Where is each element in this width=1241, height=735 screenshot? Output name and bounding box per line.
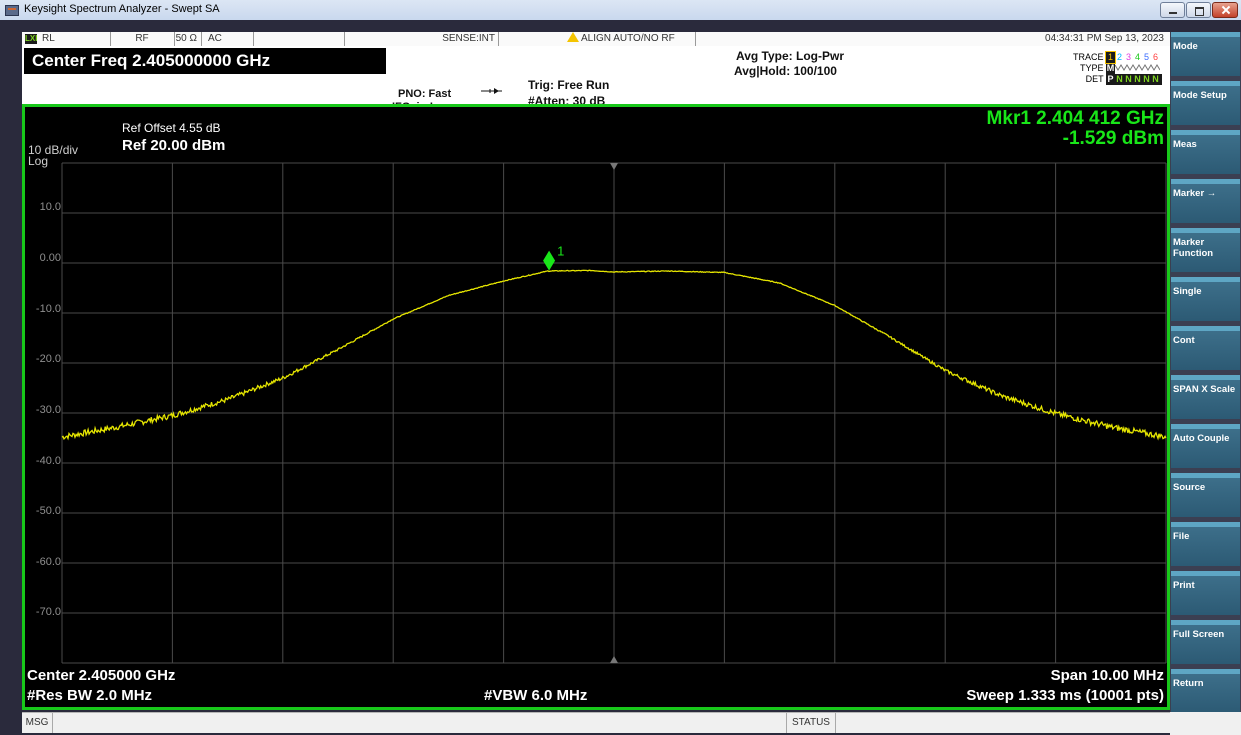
softkey-full-screen[interactable]: Full Screen xyxy=(1171,620,1240,664)
app-icon xyxy=(5,5,19,16)
trig-label: Trig: Free Run xyxy=(528,78,610,92)
sweep-label: Sweep 1.333 ms (10001 pts) xyxy=(966,687,1164,704)
trace-number-1: 1 xyxy=(1105,51,1116,64)
marker-1-label: 1 xyxy=(557,244,564,259)
graticule xyxy=(61,162,1167,664)
det-value-1: P xyxy=(1107,74,1114,84)
softkey-file[interactable]: File xyxy=(1171,522,1240,566)
softkey-auto-couple[interactable]: Auto Couple xyxy=(1171,424,1240,468)
ref-offset-label: Ref Offset 4.55 dB xyxy=(122,121,221,135)
status-label[interactable]: STATUS xyxy=(786,713,836,733)
softkey-marker-to[interactable]: Marker → xyxy=(1171,179,1240,223)
center-freq-active-function[interactable]: Center Freq 2.405000000 GHz xyxy=(24,48,386,74)
vbw-label: #VBW 6.0 MHz xyxy=(484,687,588,704)
y-tick-label: -20.0 xyxy=(35,353,61,365)
trace-display[interactable] xyxy=(22,104,1170,710)
softkey-print[interactable]: Print xyxy=(1171,571,1240,615)
y-tick-label: -30.0 xyxy=(35,404,61,416)
trace-number-2: 2 xyxy=(1116,52,1122,62)
softkey-mode-setup[interactable]: Mode Setup xyxy=(1171,81,1240,125)
window-title-bar: Keysight Spectrum Analyzer - Swept SA xyxy=(0,0,1241,21)
rl-label: RL xyxy=(42,33,55,44)
trace-type-wave-icon xyxy=(1114,64,1161,71)
trace-1-line xyxy=(61,269,1167,441)
avg-hold-label: Avg|Hold: 100/100 xyxy=(734,64,837,78)
softkey-source[interactable]: Source xyxy=(1171,473,1240,517)
datetime-label: 04:34:31 PM Sep 13, 2023 xyxy=(1045,33,1164,44)
settings-panel: Center Freq 2.405000000 GHz PNO: Fast IF… xyxy=(22,46,1170,113)
warning-icon xyxy=(567,32,579,42)
marker-frequency-readout: Mkr1 2.404 412 GHz xyxy=(986,108,1164,129)
status-empty-1 xyxy=(254,32,345,46)
y-tick-label: -10.0 xyxy=(35,303,61,315)
avg-type-label: Avg Type: Log-Pwr xyxy=(736,49,844,63)
trace-label: TRACE xyxy=(1072,52,1104,62)
type-label: TYPE xyxy=(1079,63,1104,73)
res-bw-label: #Res BW 2.0 MHz xyxy=(27,687,153,704)
impedance-label: 50 Ω xyxy=(174,32,202,46)
trigger-arrow-icon xyxy=(481,88,502,94)
marker-level-readout: -1.529 dBm xyxy=(1062,128,1164,149)
y-tick-label: -50.0 xyxy=(35,505,61,517)
type-value-1: M xyxy=(1106,63,1115,74)
center-reference-triangle xyxy=(610,163,618,170)
softkey-meas[interactable]: Meas xyxy=(1171,130,1240,174)
det-value-4: N xyxy=(1134,74,1141,84)
det-value-3: N xyxy=(1125,74,1132,84)
rf-label: RF xyxy=(110,32,175,46)
lxi-icon: LXI xyxy=(25,34,38,44)
rl-segment: LXI RL xyxy=(22,32,111,46)
det-label: DET xyxy=(1085,74,1104,84)
lower-right-filler xyxy=(1170,712,1241,735)
softkey-cont[interactable]: Cont xyxy=(1171,326,1240,370)
scale-type-label: Log xyxy=(28,154,49,168)
sense-label: SENSE:INT xyxy=(344,32,499,46)
minimize-button[interactable] xyxy=(1160,2,1185,18)
window-title: Keysight Spectrum Analyzer - Swept SA xyxy=(24,3,220,15)
softkey-return[interactable]: Return xyxy=(1171,669,1240,713)
softkey-marker-function[interactable]: Marker Function xyxy=(1171,228,1240,272)
y-tick-label: -40.0 xyxy=(35,455,61,467)
det-value-2: N xyxy=(1116,74,1123,84)
message-bar: MSG STATUS xyxy=(22,712,1170,733)
scale-label: 10 dB/div xyxy=(28,143,79,157)
trace-number-5: 5 xyxy=(1143,52,1149,62)
softkey-single[interactable]: Single xyxy=(1171,277,1240,321)
align-segment: ALIGN AUTO/NO RF xyxy=(499,32,696,46)
det-value-5: N xyxy=(1143,74,1150,84)
spectrum-plot[interactable]: 1 xyxy=(25,107,1167,707)
softkey-panel: Mode Mode Setup Meas Marker → Marker Fun… xyxy=(1170,32,1241,713)
close-button[interactable] xyxy=(1212,2,1238,18)
align-label: ALIGN AUTO/NO RF xyxy=(581,33,675,44)
trace-number-3: 3 xyxy=(1125,52,1131,62)
pno-label: PNO: Fast xyxy=(398,88,452,100)
ref-level-label: Ref 20.00 dBm xyxy=(122,137,226,154)
msg-label: MSG xyxy=(22,713,53,733)
y-tick-label: 10.0 xyxy=(39,201,61,213)
restore-button[interactable] xyxy=(1186,2,1211,18)
det-value-6: N xyxy=(1152,74,1159,84)
center-frequency-label: Center 2.405000 GHz xyxy=(27,667,176,684)
center-reference-triangle xyxy=(610,656,618,663)
marker-1[interactable] xyxy=(543,250,556,271)
softkey-span-x-scale[interactable]: SPAN X Scale xyxy=(1171,375,1240,419)
y-tick-label: -70.0 xyxy=(35,606,61,618)
span-label: Span 10.00 MHz xyxy=(1050,667,1164,684)
y-tick-label: -60.0 xyxy=(35,556,61,568)
coupling-label: AC xyxy=(202,32,254,46)
y-tick-label: 0.00 xyxy=(39,252,61,264)
trace-number-6: 6 xyxy=(1152,52,1158,62)
trace-number-4: 4 xyxy=(1134,52,1140,62)
status-row: LXI RL RF 50 Ω AC SENSE:INT ALIGN AUTO/N… xyxy=(22,32,1170,46)
softkey-mode[interactable]: Mode xyxy=(1171,32,1240,76)
